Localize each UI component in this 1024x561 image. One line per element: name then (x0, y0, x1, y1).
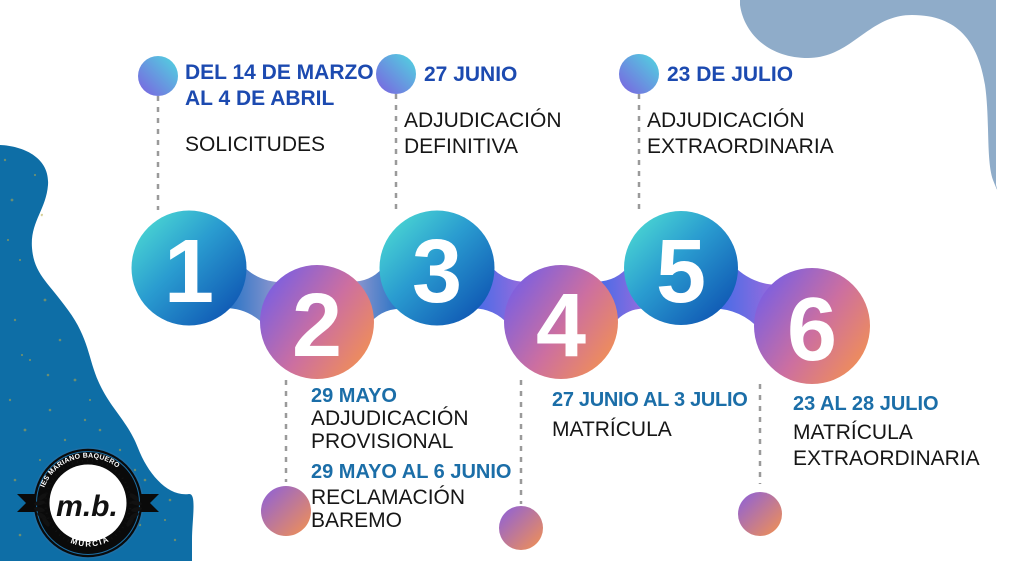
svg-text:m.b.: m.b. (56, 490, 118, 523)
svg-text:3: 3 (412, 222, 462, 322)
svg-text:4: 4 (536, 276, 586, 376)
svg-text:1: 1 (164, 222, 214, 322)
svg-text:6: 6 (787, 280, 837, 380)
svg-text:2: 2 (292, 276, 342, 376)
svg-text:5: 5 (656, 222, 706, 322)
